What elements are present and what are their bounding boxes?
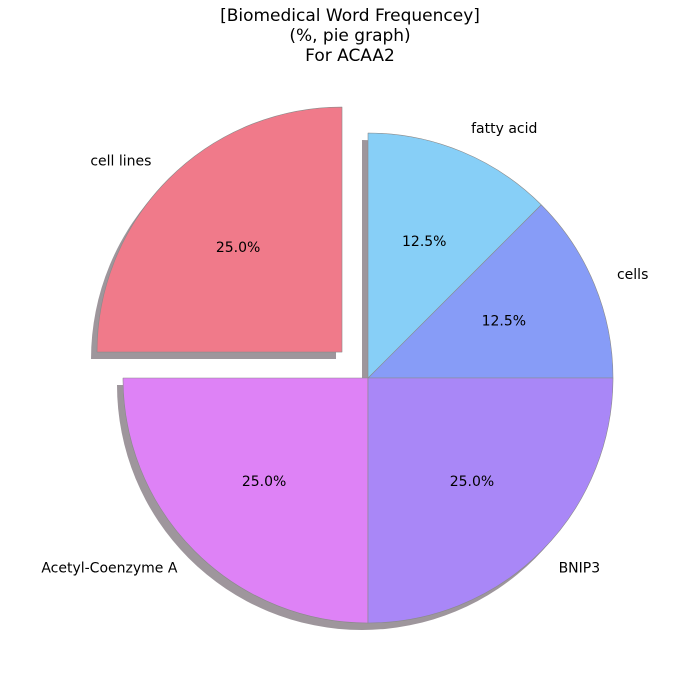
slice-label-fatty-acid: fatty acid [471, 121, 537, 137]
slice-layer [96, 106, 614, 624]
pct-label-cells: 12.5% [482, 314, 526, 330]
slice-label-bnip3: BNIP3 [559, 561, 601, 577]
chart-title-line-2: (%, pie graph) [289, 26, 411, 46]
slice-label-cell-lines: cell lines [90, 153, 151, 169]
slice-cells [367, 204, 614, 379]
pct-label-fatty-acid: 12.5% [402, 234, 446, 250]
label-layer: 12.5% cells 12.5% fatty acid 25.0% cell lines… [41, 121, 648, 577]
pct-label-bnip3: 25.0% [450, 474, 494, 490]
slice-label-cells: cells [617, 267, 648, 283]
slice-acetyl-coenzyme-a [122, 377, 369, 624]
slice-cell-lines [96, 106, 343, 353]
chart-title-line-1: [Biomedical Word Frequencey] [220, 6, 480, 26]
pct-label-acetyl-coenzyme-a: 25.0% [242, 474, 286, 490]
chart-title: [Biomedical Word Frequencey] (%, pie gra… [0, 6, 700, 66]
slice-fatty-acid [367, 132, 542, 379]
pct-label-cell-lines: 25.0% [216, 240, 260, 256]
slice-label-acetyl-coenzyme-a: Acetyl-Coenzyme A [41, 561, 178, 577]
slice-bnip3 [367, 377, 614, 624]
chart-title-line-3: For ACAA2 [305, 46, 395, 66]
